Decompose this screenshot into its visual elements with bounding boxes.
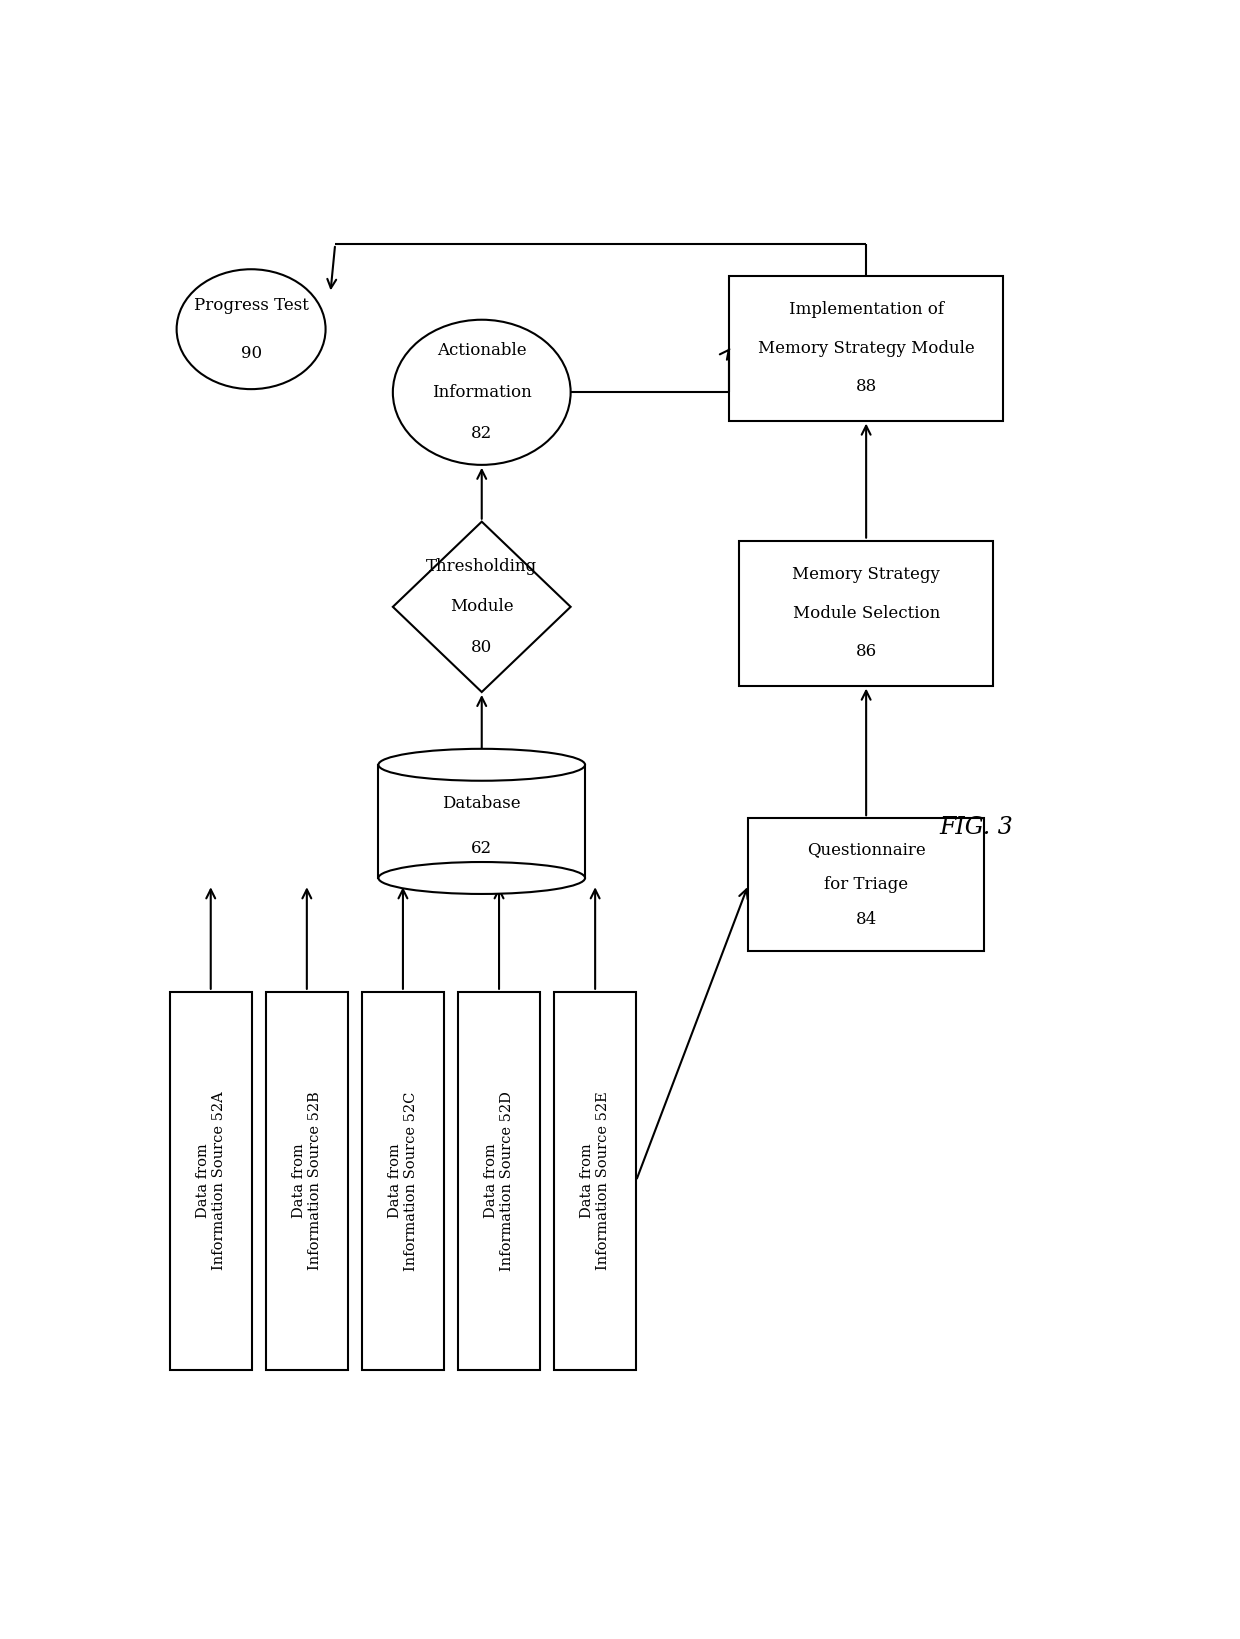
Text: Memory Strategy: Memory Strategy [792, 567, 940, 583]
Text: Data from
Information Source 52A: Data from Information Source 52A [196, 1092, 226, 1270]
Text: Database: Database [443, 795, 521, 811]
Bar [554, 992, 636, 1370]
Text: Data from
Information Source 52E: Data from Information Source 52E [580, 1092, 610, 1270]
Text: 84: 84 [856, 911, 877, 928]
Polygon shape [393, 521, 570, 692]
Bar [459, 992, 539, 1370]
Bar [170, 992, 252, 1370]
Text: Information: Information [432, 384, 532, 402]
Text: Implementation of: Implementation of [789, 302, 944, 318]
Ellipse shape [378, 749, 585, 780]
Ellipse shape [176, 269, 326, 388]
Bar [267, 992, 347, 1370]
Text: FIG. 3: FIG. 3 [940, 816, 1013, 839]
Text: 88: 88 [856, 379, 877, 395]
Bar [362, 992, 444, 1370]
Text: Questionnaire: Questionnaire [807, 841, 925, 859]
Text: Module: Module [450, 598, 513, 615]
Bar [749, 818, 983, 951]
Text: Data from
Information Source 52C: Data from Information Source 52C [388, 1092, 418, 1270]
Text: Data from
Information Source 52D: Data from Information Source 52D [484, 1092, 515, 1270]
Bar [739, 541, 993, 685]
Text: for Triage: for Triage [825, 875, 908, 893]
Text: 90: 90 [241, 344, 262, 362]
Ellipse shape [378, 862, 585, 893]
Text: 82: 82 [471, 425, 492, 443]
Text: Progress Test: Progress Test [193, 297, 309, 313]
Text: Memory Strategy Module: Memory Strategy Module [758, 339, 975, 357]
Text: Actionable: Actionable [436, 343, 527, 359]
Ellipse shape [393, 320, 570, 465]
Text: Thresholding: Thresholding [427, 557, 537, 575]
Text: 86: 86 [856, 642, 877, 661]
Text: 80: 80 [471, 639, 492, 656]
Text: Module Selection: Module Selection [792, 605, 940, 621]
Text: Data from
Information Source 52B: Data from Information Source 52B [291, 1092, 322, 1270]
Bar [729, 275, 1003, 421]
Text: 62: 62 [471, 841, 492, 857]
